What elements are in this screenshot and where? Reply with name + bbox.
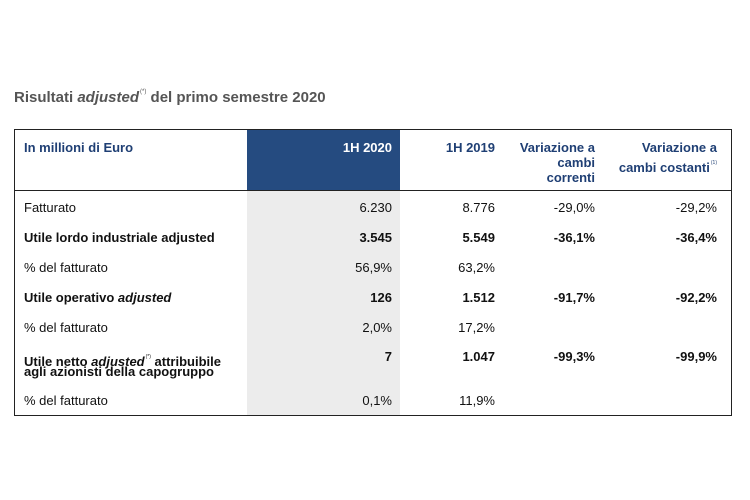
value-1h2020: 126 [370,290,392,305]
value-var-costanti: -92,2% [675,290,717,305]
value-var-correnti: -29,0% [553,200,595,215]
row-label: Utile lordo industriale adjusted [24,230,215,245]
highlight-column-body [247,191,400,415]
value-1h2020: 2,0% [362,320,392,335]
value-var-correnti: -36,1% [553,230,595,245]
value-1h2020: 7 [384,349,392,364]
row-label-line2: agli azionisti della capogruppo [24,364,214,379]
value-1h2019: 1.512 [462,290,495,305]
header-label: In millioni di Euro [24,140,134,155]
row-label: Utile operativo adjusted [24,290,172,305]
header-var-costanti-2: cambi costanti(1) [618,160,717,175]
value-var-costanti: -36,4% [675,230,717,245]
row-label: Fatturato [24,200,77,215]
value-var-correnti: -91,7% [553,290,595,305]
header-var-costanti-1: Variazione a [641,140,717,155]
value-var-costanti: -29,2% [675,200,717,215]
value-1h2019: 5.549 [462,230,495,245]
row-label: % del fatturato [24,260,108,275]
value-var-correnti: -99,3% [553,349,595,364]
value-1h2019: 8.776 [462,200,495,215]
highlight-column-header [247,130,400,190]
header-1h2019: 1H 2019 [445,140,495,155]
value-var-costanti: -99,9% [675,349,717,364]
footnote-marker: (*) [140,89,147,95]
header-var-correnti-2: cambi [557,155,595,170]
value-1h2020: 56,9% [355,260,392,275]
value-1h2019: 63,2% [458,260,495,275]
page-title: Risultati adjusted(*) del primo semestre… [14,89,326,106]
value-1h2020: 0,1% [362,393,392,408]
results-table: In millioni di Euro 1H 2020 1H 2019 Vari… [14,129,732,416]
header-divider [15,190,731,191]
value-1h2019: 11,9% [459,393,495,408]
header-1h2020: 1H 2020 [342,140,392,155]
header-var-correnti-3: correnti [546,170,595,185]
value-1h2020: 6.230 [359,200,392,215]
value-1h2019: 1.047 [462,349,495,364]
value-1h2019: 17,2% [458,320,495,335]
row-label: Utile netto adjusted(*) attribuibile [24,354,221,369]
row-label: % del fatturato [24,320,108,335]
header-var-correnti-1: Variazione a [519,140,595,155]
row-label: % del fatturato [24,393,108,408]
value-1h2020: 3.545 [359,230,392,245]
